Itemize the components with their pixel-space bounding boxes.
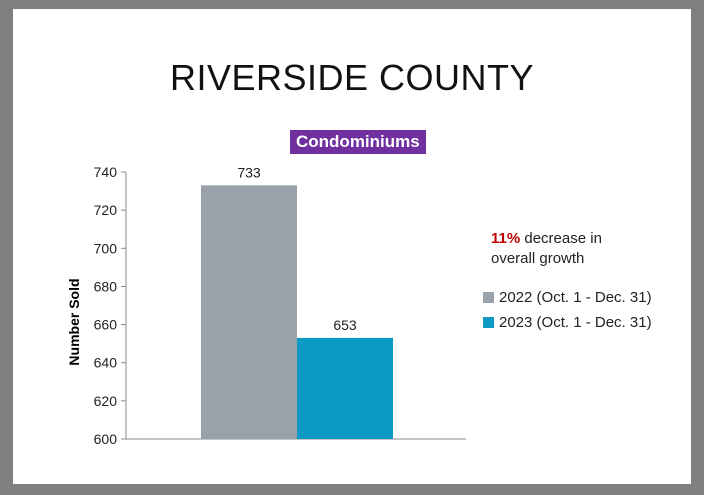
y-tick-label: 660	[94, 317, 118, 333]
growth-text: decrease in	[520, 230, 602, 247]
bar-1	[297, 337, 393, 439]
slide-title: RIVERSIDE COUNTY	[169, 57, 535, 98]
growth-annotation: 11% decrease in overall growth	[491, 229, 661, 269]
y-tick-label: 680	[94, 278, 118, 294]
y-axis: 600 620 640 660 680 700 720 740	[94, 164, 466, 447]
bars	[201, 185, 393, 439]
data-label-0: 733	[237, 164, 261, 180]
growth-text-line2: overall growth	[491, 250, 585, 267]
y-tick-label: 720	[94, 202, 118, 218]
bar-0	[201, 185, 297, 439]
data-label-1: 653	[333, 317, 357, 333]
legend-label-2023: 2023 (Oct. 1 - Dec. 31)	[499, 314, 652, 331]
chart-legend: 2022 (Oct. 1 - Dec. 31) 2023 (Oct. 1 - D…	[483, 285, 652, 335]
bar-chart: 600 620 640 660 680 700 720 740 733 653 Number S…	[66, 164, 466, 447]
legend-swatch-2023	[483, 317, 494, 328]
y-tick-label: 640	[94, 355, 118, 371]
y-tick-label: 700	[94, 240, 118, 256]
legend-item-2023: 2023 (Oct. 1 - Dec. 31)	[483, 310, 652, 335]
growth-percent: 11%	[491, 230, 521, 247]
y-tick-label: 740	[94, 164, 118, 180]
chart-title: Condominiums	[290, 130, 426, 154]
slide: RIVERSIDE COUNTY Condominiums 600 620 640 6…	[13, 9, 691, 484]
data-labels: 733 653	[237, 164, 357, 333]
legend-label-2022: 2022 (Oct. 1 - Dec. 31)	[499, 289, 652, 306]
y-axis-label: Number Sold	[66, 278, 82, 365]
legend-swatch-2022	[483, 292, 494, 303]
y-tick-label: 620	[94, 393, 118, 409]
y-tick-label: 600	[94, 431, 118, 447]
legend-item-2022: 2022 (Oct. 1 - Dec. 31)	[483, 285, 652, 310]
